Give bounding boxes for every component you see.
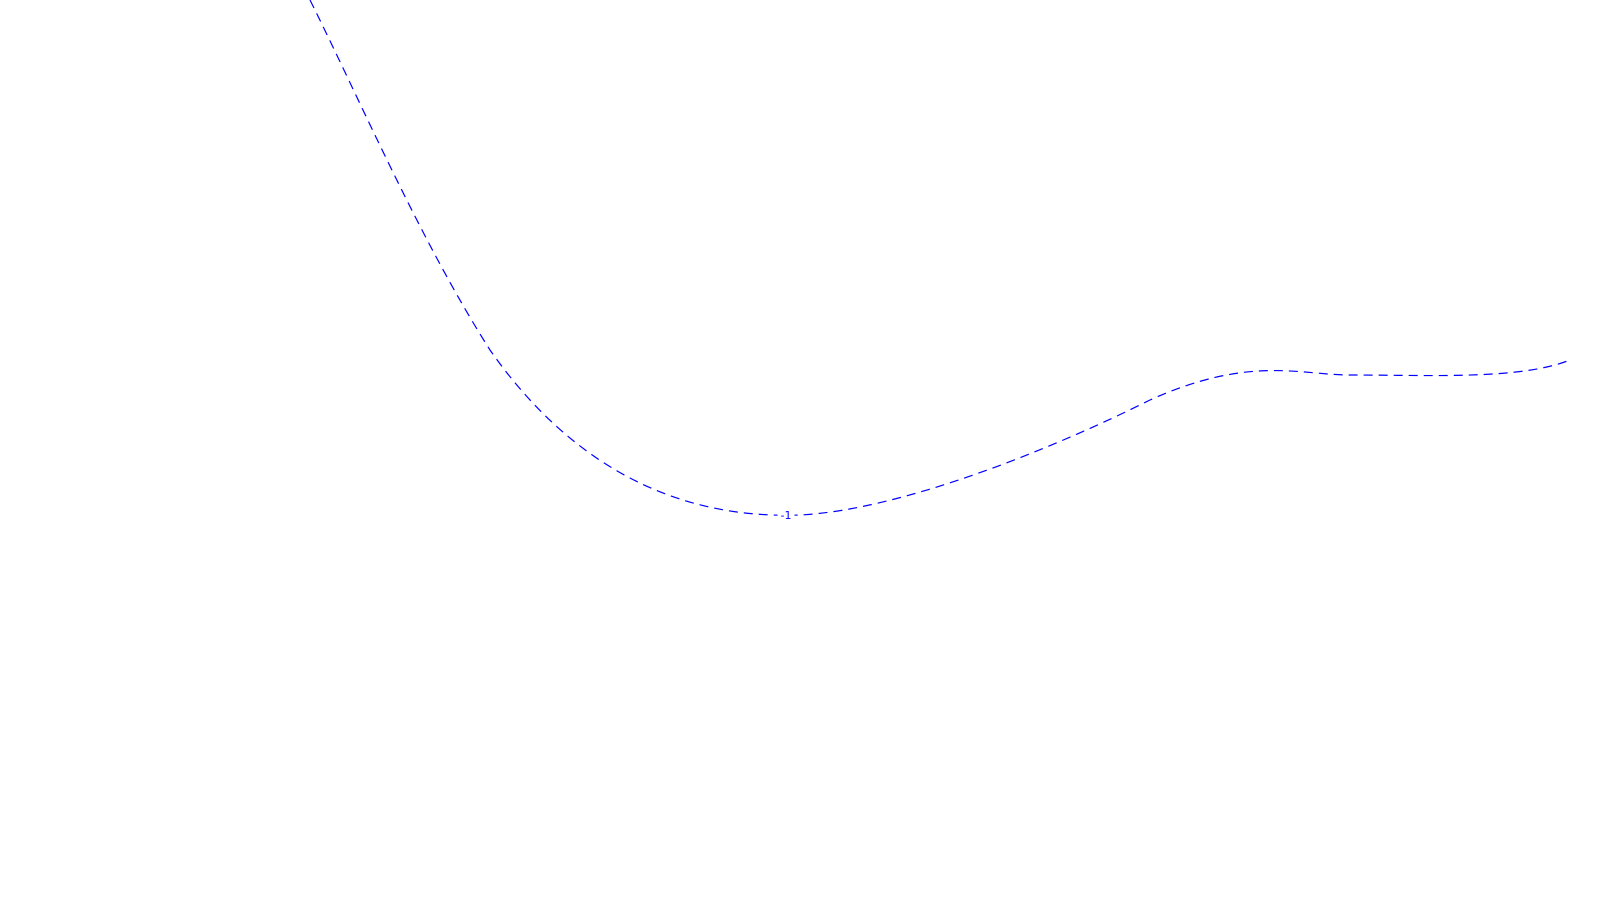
contour-line-minus-1	[309, 0, 1571, 516]
contour-label-gap	[777, 509, 795, 522]
contour-label: -1	[781, 509, 792, 522]
